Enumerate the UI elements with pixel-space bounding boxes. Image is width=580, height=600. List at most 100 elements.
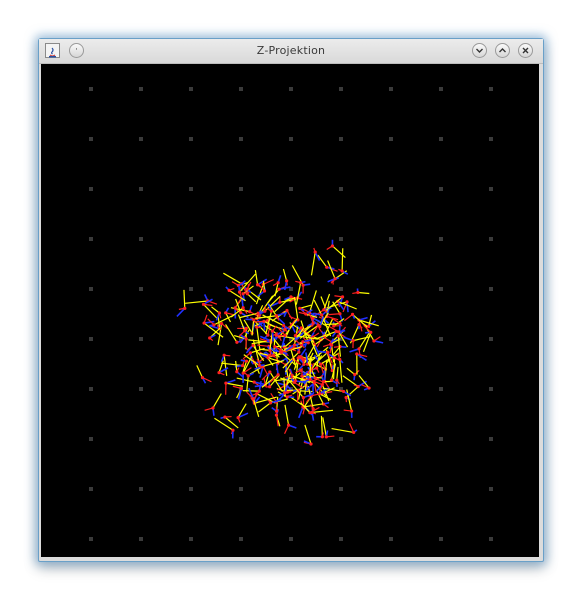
projected-frame [285, 405, 297, 434]
grid-marker [139, 237, 143, 241]
projected-frame [338, 353, 343, 383]
grid-marker [239, 537, 243, 541]
grid-marker [239, 187, 243, 191]
grid-marker [89, 387, 93, 391]
grid-marker [389, 87, 393, 91]
grid-marker [389, 187, 393, 191]
projected-frame [205, 394, 222, 416]
grid-marker [239, 487, 243, 491]
title-bar[interactable]: · Z-Projektion [39, 39, 543, 64]
grid-marker [139, 487, 143, 491]
grid-marker [89, 487, 93, 491]
grid-marker [89, 137, 93, 141]
grid-marker [239, 437, 243, 441]
grid-marker [389, 537, 393, 541]
projected-frame [304, 425, 313, 446]
grid-marker [89, 537, 93, 541]
grid-marker [439, 437, 443, 441]
grid-marker [339, 487, 343, 491]
grid-marker [239, 237, 243, 241]
grid-marker [489, 137, 493, 141]
grid-marker [289, 237, 293, 241]
projected-frame [323, 417, 335, 438]
projected-frame [236, 404, 247, 423]
grid-marker [489, 337, 493, 341]
projected-frame [221, 354, 230, 376]
projected-frame [273, 275, 281, 296]
grid-marker [139, 387, 143, 391]
grid-marker [189, 87, 193, 91]
grid-marker [489, 487, 493, 491]
grid-marker [239, 87, 243, 91]
grid-marker [339, 187, 343, 191]
grid-marker [289, 487, 293, 491]
grid-marker [89, 337, 93, 341]
projected-frame [214, 418, 234, 438]
projected-frame [335, 367, 339, 387]
grid-marker [189, 287, 193, 291]
grid-marker [489, 87, 493, 91]
grid-marker [89, 237, 93, 241]
projection-plot [41, 64, 539, 557]
grid-marker [189, 137, 193, 141]
window-title: Z-Projektion [39, 44, 543, 57]
window: · Z-Projektion [38, 38, 544, 562]
projected-frame [332, 423, 357, 434]
grid-marker [139, 437, 143, 441]
maximize-button[interactable] [495, 43, 510, 58]
grid-marker [139, 137, 143, 141]
grid-marker [389, 337, 393, 341]
grid-marker [89, 437, 93, 441]
projection-canvas[interactable] [41, 64, 539, 557]
grid-marker [389, 387, 393, 391]
grid-marker [439, 387, 443, 391]
projected-frame [270, 296, 296, 306]
grid-marker [439, 537, 443, 541]
projected-frame [318, 255, 338, 271]
grid-marker [189, 437, 193, 441]
grid-marker [489, 387, 493, 391]
grid-marker [439, 287, 443, 291]
grid-marker [139, 337, 143, 341]
grid-marker [489, 537, 493, 541]
grid-marker [339, 87, 343, 91]
grid-marker [389, 287, 393, 291]
close-button[interactable] [518, 43, 533, 58]
grid-marker [439, 187, 443, 191]
close-icon [521, 46, 530, 55]
grid-marker [289, 437, 293, 441]
grid-marker [439, 237, 443, 241]
grid-marker [189, 337, 193, 341]
minimize-button[interactable] [472, 43, 487, 58]
projected-frame [233, 386, 243, 399]
grid-marker [189, 387, 193, 391]
grid-marker [339, 287, 343, 291]
projected-frame [355, 352, 367, 374]
projected-frame [221, 416, 239, 428]
grid-marker [139, 537, 143, 541]
grid-marker [389, 487, 393, 491]
grid-marker [89, 87, 93, 91]
projected-frame [323, 360, 330, 390]
projected-frame [344, 313, 367, 327]
grid-marker [389, 137, 393, 141]
grid-marker [489, 287, 493, 291]
grid-marker [289, 87, 293, 91]
projected-frame [226, 324, 242, 343]
projected-frame [328, 261, 337, 284]
grid-marker [139, 187, 143, 191]
projected-frame [364, 325, 373, 351]
grid-marker [339, 237, 343, 241]
grid-marker [289, 537, 293, 541]
grid-marker [489, 437, 493, 441]
grid-marker [439, 87, 443, 91]
grid-marker [189, 237, 193, 241]
grid-marker [189, 187, 193, 191]
grid-marker [89, 287, 93, 291]
projected-frame [299, 401, 323, 418]
grid-marker [439, 337, 443, 341]
grid-marker [189, 487, 193, 491]
grid-marker [239, 137, 243, 141]
grid-marker [489, 187, 493, 191]
projected-frame [235, 361, 243, 378]
